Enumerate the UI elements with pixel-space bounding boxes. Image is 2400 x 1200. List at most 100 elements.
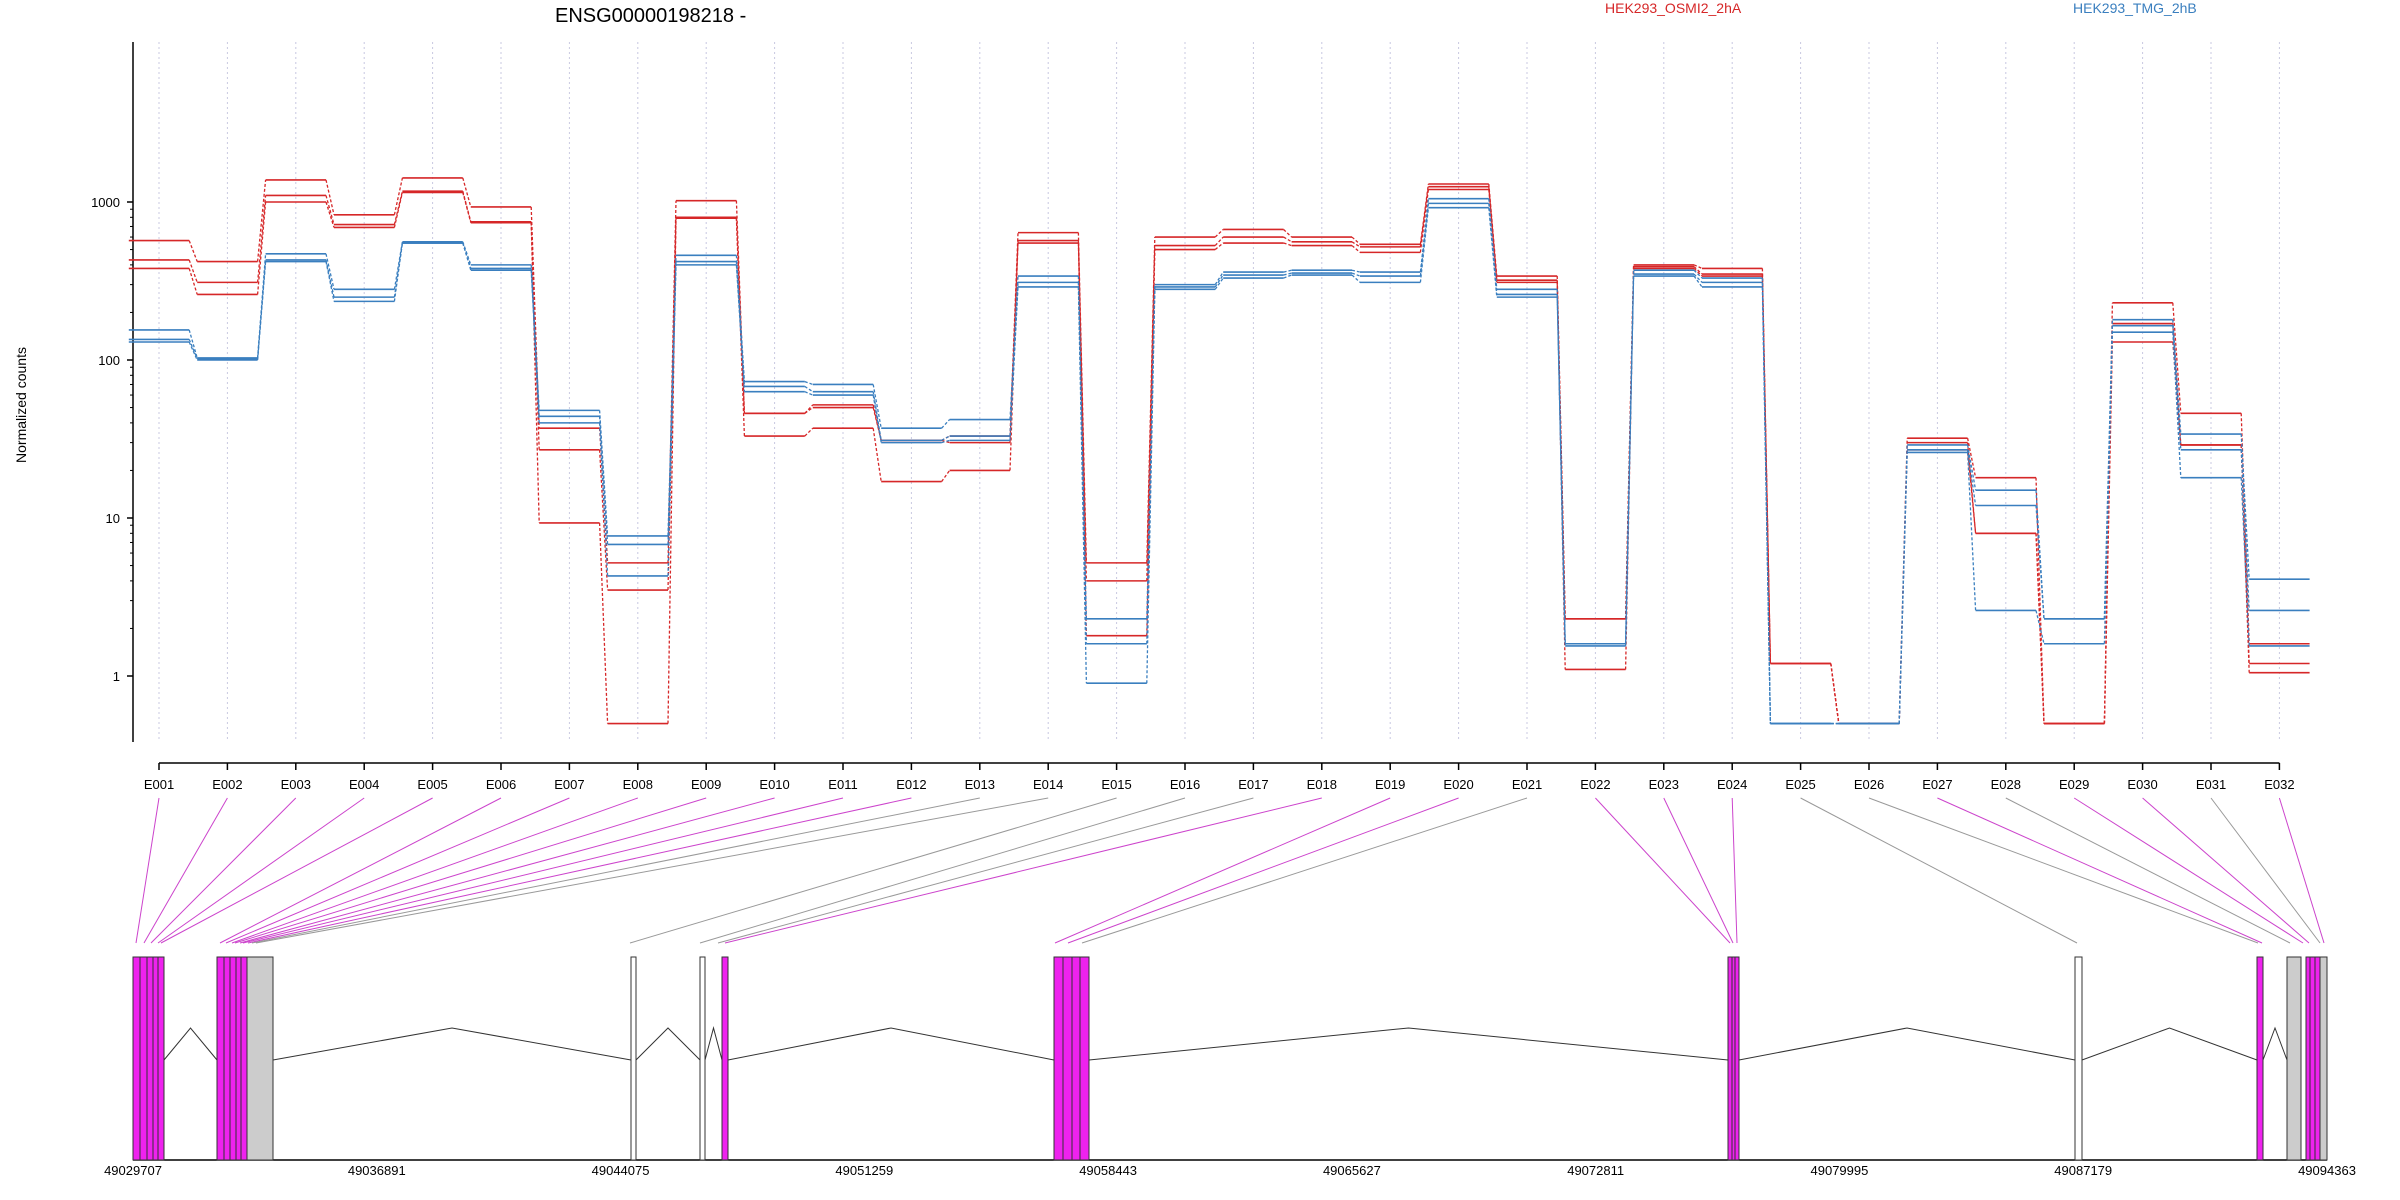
exon-block <box>2256 956 2264 1161</box>
series-connector <box>1966 449 1977 506</box>
series-connector <box>1351 241 1361 248</box>
coord-label: 49051259 <box>835 1163 893 1178</box>
series-connector <box>1214 277 1224 290</box>
exon-connector <box>629 797 1117 944</box>
series-connector <box>2240 444 2250 673</box>
x-tick-label: E027 <box>1922 777 1952 792</box>
series-connector <box>1830 663 1840 724</box>
coord-label: 49072811 <box>1567 1163 1624 1178</box>
x-tick-label: E008 <box>623 777 653 792</box>
exon-connector <box>1663 797 1734 944</box>
x-tick-label: E024 <box>1717 777 1747 792</box>
series-connector <box>462 241 472 266</box>
series-connector <box>1351 245 1361 253</box>
series-connector <box>1624 274 1635 644</box>
exon-connector <box>2005 797 2291 944</box>
y-tick-label: 100 <box>98 353 120 368</box>
series-connector <box>1351 274 1361 283</box>
intron-line <box>2081 1027 2258 1061</box>
x-tick-label: E013 <box>965 777 995 792</box>
x-tick-label: E016 <box>1170 777 1200 792</box>
intron-line <box>163 1027 218 1061</box>
x-tick-label: E002 <box>212 777 242 792</box>
exon-connector <box>699 797 1186 944</box>
series-connector <box>1761 286 1772 724</box>
series-connector <box>188 341 198 361</box>
series-connector <box>872 428 882 482</box>
series-connector <box>530 222 540 523</box>
series-connector <box>1693 266 1703 275</box>
series-connector <box>941 470 951 482</box>
series-connector <box>1214 236 1224 247</box>
exon-connector <box>2278 797 2325 944</box>
exon-connector <box>1067 797 1459 944</box>
series-connector <box>530 270 540 423</box>
exon-connector <box>157 797 365 944</box>
series-connector <box>2103 319 2114 619</box>
series-connector <box>1556 297 1566 646</box>
y-axis: 1 10 100 1000 <box>91 42 134 742</box>
x-axis: E001 E002 E003 E004 E005 E006 E007 E008 E009 E010… <box>144 762 2295 792</box>
x-tick-label: E019 <box>1375 777 1405 792</box>
series-connector <box>1966 438 1977 478</box>
intron-line <box>635 1027 701 1061</box>
x-tick-label: E006 <box>486 777 516 792</box>
y-tick-label: 10 <box>106 511 120 526</box>
intron-line <box>2262 1026 2288 1061</box>
exon-block <box>721 956 729 1161</box>
series-connector <box>598 416 609 545</box>
x-tick-label: E029 <box>2059 777 2089 792</box>
grid-lines <box>158 42 2280 742</box>
exon-connector <box>1595 797 1731 944</box>
x-tick-label: E001 <box>144 777 174 792</box>
series-connector <box>256 201 267 295</box>
series-connector <box>872 394 882 443</box>
series-connector <box>1283 229 1293 238</box>
series-connector <box>2240 477 2250 646</box>
exon-connector <box>234 797 707 944</box>
series-connector <box>393 177 404 215</box>
coord-label: 49094363 <box>2298 1163 2356 1178</box>
series-connector <box>598 449 609 591</box>
series-connector <box>188 268 198 295</box>
x-tick-label: E004 <box>349 777 379 792</box>
intron-line <box>727 1027 1055 1061</box>
coord-label: 49079995 <box>1811 1163 1869 1178</box>
intron-line <box>704 1026 723 1061</box>
exon-connector <box>242 797 844 944</box>
series-connector <box>1966 449 1977 534</box>
exon-connector <box>150 797 297 944</box>
x-tick-label: E012 <box>896 777 926 792</box>
exon-connector <box>219 797 502 944</box>
series-connector <box>941 439 950 444</box>
series-connector <box>1761 276 1772 664</box>
coord-label: 49058443 <box>1079 1163 1137 1178</box>
series-connector <box>1283 269 1292 273</box>
exon-block <box>132 956 165 1161</box>
intron-line <box>272 1027 632 1061</box>
exon-connector <box>1081 797 1528 944</box>
exon-block <box>216 956 248 1161</box>
series-connector <box>1351 269 1361 273</box>
series-connector <box>735 264 746 392</box>
exon-block <box>2074 956 2083 1161</box>
exon-block <box>630 956 637 1161</box>
series-connector <box>804 427 814 437</box>
series-connector <box>1966 444 1977 491</box>
x-tick-label: E031 <box>2196 777 2226 792</box>
x-tick-label: E026 <box>1854 777 1884 792</box>
series-connector <box>1488 189 1498 283</box>
series-connector <box>1283 274 1292 279</box>
series-connector <box>2240 449 2250 611</box>
series-connector <box>2240 433 2250 580</box>
exon-block <box>246 956 274 1161</box>
series-connector <box>941 439 950 444</box>
exon-connector <box>724 797 1322 944</box>
series-connector <box>804 404 814 414</box>
series-connector <box>2035 505 2045 619</box>
series-connector <box>1214 271 1224 285</box>
coord-label: 49087179 <box>2054 1163 2112 1178</box>
exon-connector <box>1054 797 1391 944</box>
series-connector <box>1283 242 1292 247</box>
series-connector <box>188 240 198 262</box>
